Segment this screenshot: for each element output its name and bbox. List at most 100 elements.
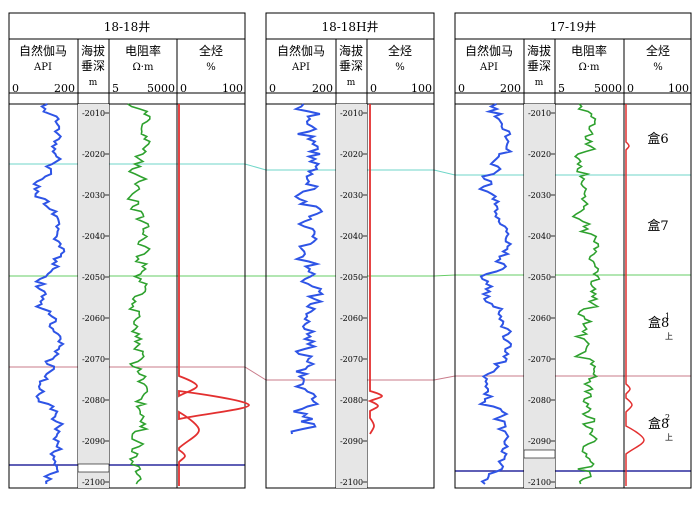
gas-title: 全烃 [388, 43, 412, 58]
depth-title-line2: 垂深 [339, 59, 363, 73]
resistivity-title: 电阻率 [571, 43, 607, 58]
depth-tick-label: -2030 [82, 191, 105, 200]
depth-track [78, 104, 109, 488]
gamma-min: 0 [458, 82, 465, 95]
depth-track [336, 104, 367, 488]
depth-tick-label: -2090 [340, 437, 363, 446]
resistivity-unit: Ω·m [579, 62, 600, 73]
depth-tick-label: -2060 [82, 314, 105, 323]
depth-tick-label: -2050 [528, 273, 551, 282]
gamma-curve [32, 103, 66, 485]
depth-title-line2: 垂深 [81, 59, 105, 73]
formation-sub: 上 [665, 433, 673, 442]
gas-max: 100 [668, 82, 689, 95]
formation-sup: 2 [665, 413, 670, 422]
gamma-title: 自然伽马 [277, 43, 325, 58]
depth-tick-label: -2010 [340, 109, 363, 118]
depth-unit: m [89, 78, 98, 88]
depth-tick-label: -2080 [82, 396, 105, 405]
gas-max: 100 [411, 82, 432, 95]
gas-min: 0 [180, 82, 187, 95]
depth-track [524, 104, 555, 488]
depth-tick-label: -2060 [528, 314, 551, 323]
resistivity-min: 5 [112, 82, 119, 95]
depth-tick-label: -2010 [528, 109, 551, 118]
gas-min: 0 [370, 82, 377, 95]
depth-tick-label: -2100 [528, 478, 551, 487]
depth-tick-label: -2080 [340, 396, 363, 405]
depth-tick-label: -2050 [82, 273, 105, 282]
depth-title-line1: 海拔 [527, 43, 551, 58]
depth-tick-label: -2090 [528, 437, 551, 446]
gas-max: 100 [222, 82, 243, 95]
gamma-min: 0 [269, 82, 276, 95]
depth-gap [77, 463, 110, 473]
depth-tick-label: -2090 [82, 437, 105, 446]
depth-tick-label: -2100 [340, 478, 363, 487]
well-frame [454, 12, 692, 489]
well-panel-18-18H: 18-18H井 自然伽马 API 0 200 海拔 m 全烃 % 0 100 -… [265, 12, 435, 489]
resistivity-title: 电阻率 [125, 43, 161, 58]
depth-tick-label: -2100 [82, 478, 105, 487]
well-panel-18-18: 18-18井 自然伽马 API 0 200 海拔 m 电阻率 Ω·m 5 500… [8, 12, 250, 489]
gamma-curve [290, 103, 325, 435]
resistivity-max: 5000 [594, 82, 622, 95]
depth-title-line1: 海拔 [339, 43, 363, 58]
depth-tick-label: -2020 [340, 150, 363, 159]
depth-tick-label: -2070 [340, 355, 363, 364]
gamma-unit: API [33, 62, 52, 73]
formation-label-he8-2: 盒8 2 上 [648, 413, 673, 442]
depth-tick-label: -2050 [340, 273, 363, 282]
depth-tick-label: -2070 [82, 355, 105, 364]
gamma-unit: API [291, 62, 310, 73]
depth-title-line2: 垂深 [527, 59, 551, 73]
formation-base: 盒8 [648, 315, 669, 331]
well-frame [8, 12, 246, 489]
formation-label-he7: 盒7 [647, 218, 668, 234]
well-name: 17-19井 [550, 20, 597, 34]
formation-label-he6: 盒6 [647, 131, 668, 147]
gamma-min: 0 [12, 82, 19, 95]
gas-curve [367, 104, 383, 435]
depth-unit: m [347, 78, 356, 88]
depth-tick-label: -2030 [340, 191, 363, 200]
depth-tick-label: -2080 [528, 396, 551, 405]
gas-title: 全烃 [199, 43, 223, 58]
gamma-title: 自然伽马 [465, 43, 513, 58]
gas-min: 0 [627, 82, 634, 95]
gamma-unit: API [479, 62, 498, 73]
depth-tick-label: -2030 [528, 191, 551, 200]
well-name: 18-18井 [104, 20, 151, 34]
formation-sup: 1 [665, 312, 670, 321]
formation-base: 盒8 [648, 416, 669, 432]
gamma-title: 自然伽马 [19, 43, 67, 58]
depth-gap [523, 449, 556, 459]
gamma-max: 200 [500, 82, 521, 95]
depth-tick-label: -2020 [82, 150, 105, 159]
gas-title: 全烃 [646, 43, 670, 58]
resistivity-curve [126, 103, 151, 485]
resistivity-max: 5000 [147, 82, 175, 95]
depth-title-line1: 海拔 [81, 43, 105, 58]
gas-curve [625, 104, 645, 486]
depth-tick-label: -2010 [82, 109, 105, 118]
gas-curve [178, 104, 250, 486]
depth-unit: m [535, 78, 544, 88]
well-name: 18-18H井 [321, 20, 378, 34]
depth-tick-label: -2040 [528, 232, 551, 241]
resistivity-min: 5 [558, 82, 565, 95]
depth-tick-label: -2040 [340, 232, 363, 241]
gamma-max: 200 [312, 82, 333, 95]
depth-tick-label: -2020 [528, 150, 551, 159]
gas-unit: % [395, 62, 405, 73]
depth-tick-label: -2060 [340, 314, 363, 323]
gamma-max: 200 [54, 82, 75, 95]
well-panel-17-19: 17-19井 自然伽马 API 0 200 海拔 m 电阻率 Ω·m 5 500… [454, 12, 692, 489]
formation-label-he8-1: 盒8 1 上 [648, 312, 673, 341]
gas-unit: % [653, 62, 663, 73]
formation-sub: 上 [665, 332, 673, 341]
resistivity-unit: Ω·m [133, 62, 154, 73]
gas-unit: % [206, 62, 216, 73]
